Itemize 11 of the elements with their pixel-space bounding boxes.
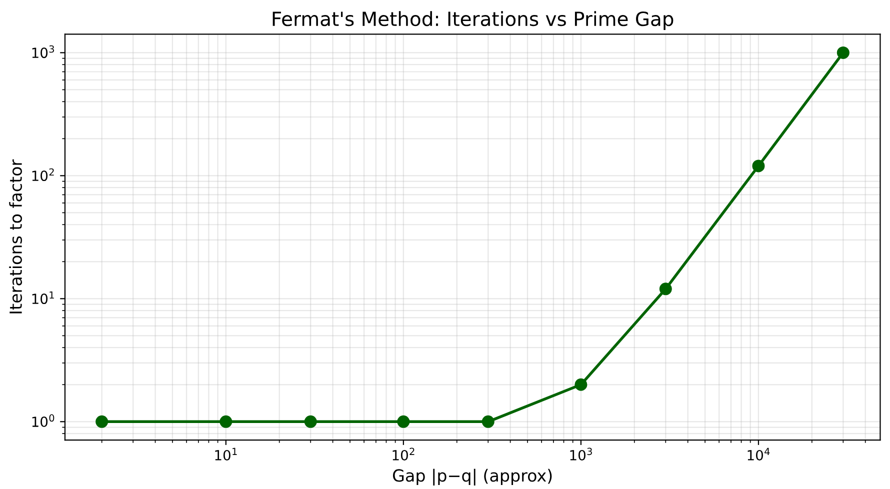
y-tick-label: 10$^{3}$ — [32, 45, 54, 58]
y-tick-label: 10$^{2}$ — [32, 168, 54, 182]
x-tick-label: 10$^{4}$ — [748, 448, 770, 460]
x-tick-label: 10$^{2}$ — [392, 448, 414, 460]
x-tick-label: 10$^{1}$ — [215, 448, 237, 460]
x-tick-label: 10$^{3}$ — [570, 448, 592, 460]
x-axis-title: Gap |p−q| (approx) — [392, 468, 552, 486]
y-axis-title: Iterations to factor — [9, 159, 22, 314]
y-tick-label: 10$^{1}$ — [32, 291, 54, 304]
chart-title: Fermat's Method: Iterations vs Prime Gap — [272, 11, 674, 30]
y-tick-label: 10$^{0}$ — [32, 414, 54, 428]
